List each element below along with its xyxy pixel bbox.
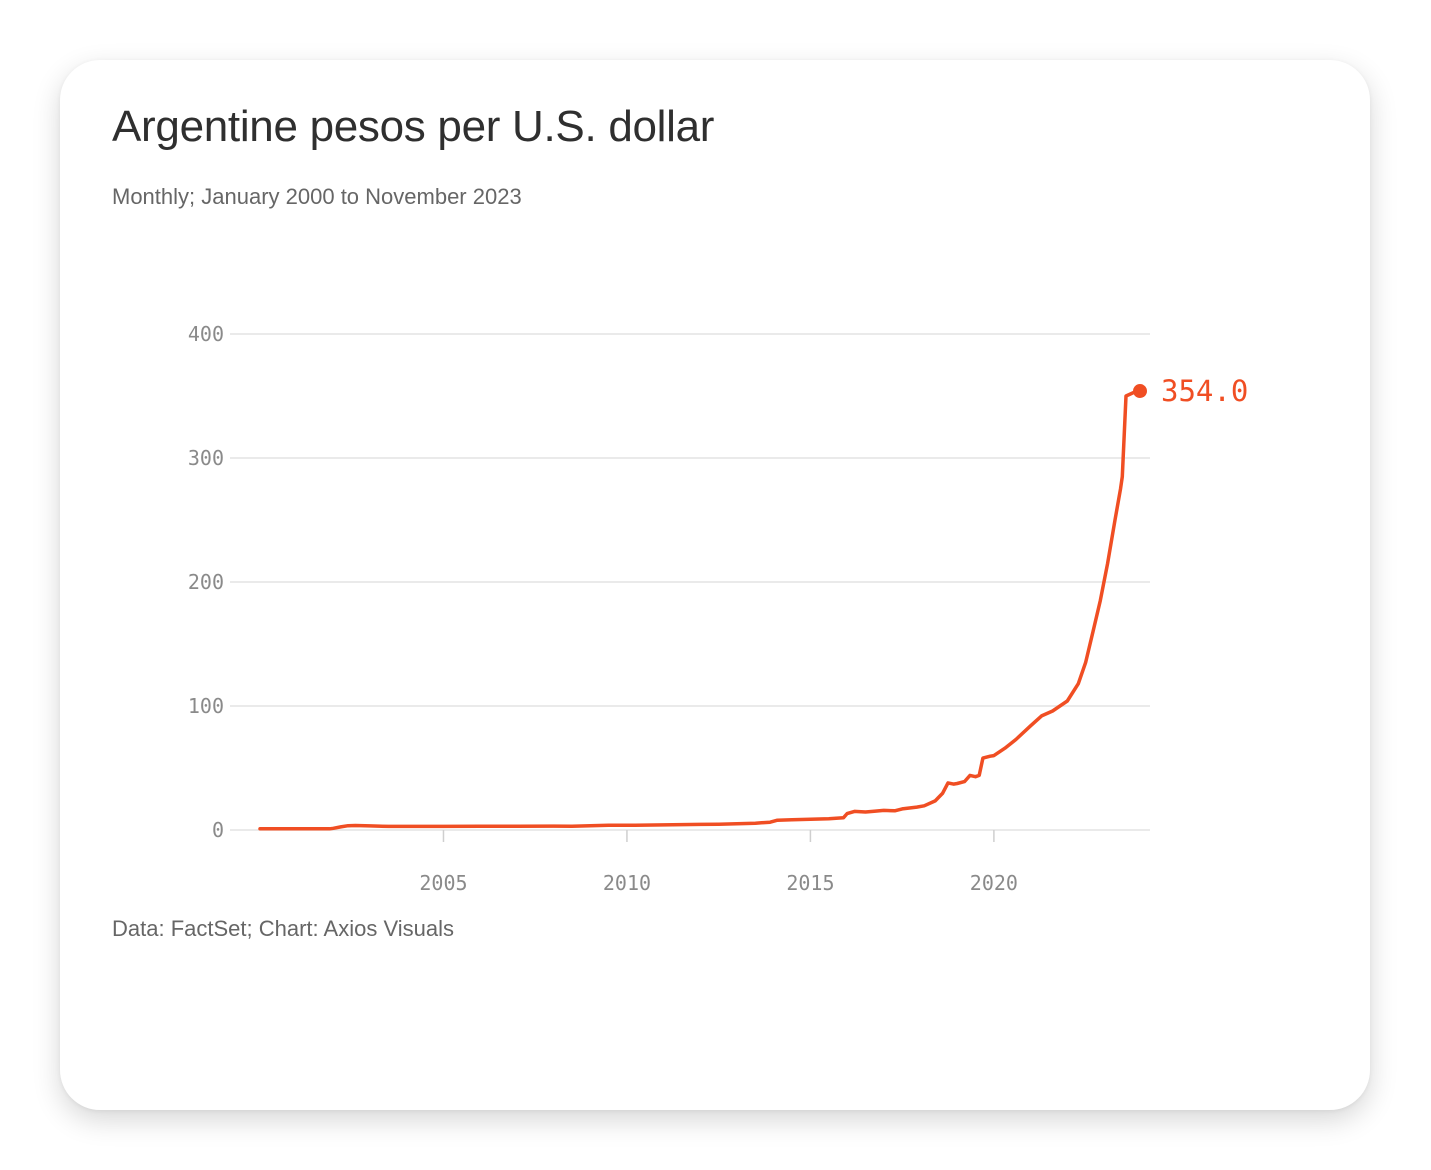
series-line bbox=[258, 389, 1139, 831]
y-tick-label-300: 300 bbox=[188, 446, 224, 470]
x-tick-label-2020: 2020 bbox=[970, 871, 1018, 895]
chart-subtitle: Monthly; January 2000 to November 2023 bbox=[112, 184, 522, 209]
chart-title: Argentine pesos per U.S. dollar bbox=[112, 102, 715, 151]
y-tick-label-400: 400 bbox=[188, 322, 224, 346]
chart-source-note: Data: FactSet; Chart: Axios Visuals bbox=[112, 916, 454, 941]
y-tick-label-100: 100 bbox=[188, 694, 224, 718]
y-tick-label-200: 200 bbox=[188, 570, 224, 594]
y-tick-label-0: 0 bbox=[212, 818, 224, 842]
chart-card bbox=[60, 60, 1370, 1110]
end-value-label: 354.0 bbox=[1161, 374, 1248, 408]
x-tick-label-2005: 2005 bbox=[419, 871, 467, 895]
x-tick-label-2010: 2010 bbox=[603, 871, 651, 895]
x-tick-label-2015: 2015 bbox=[786, 871, 834, 895]
end-point-dot bbox=[1133, 384, 1147, 399]
